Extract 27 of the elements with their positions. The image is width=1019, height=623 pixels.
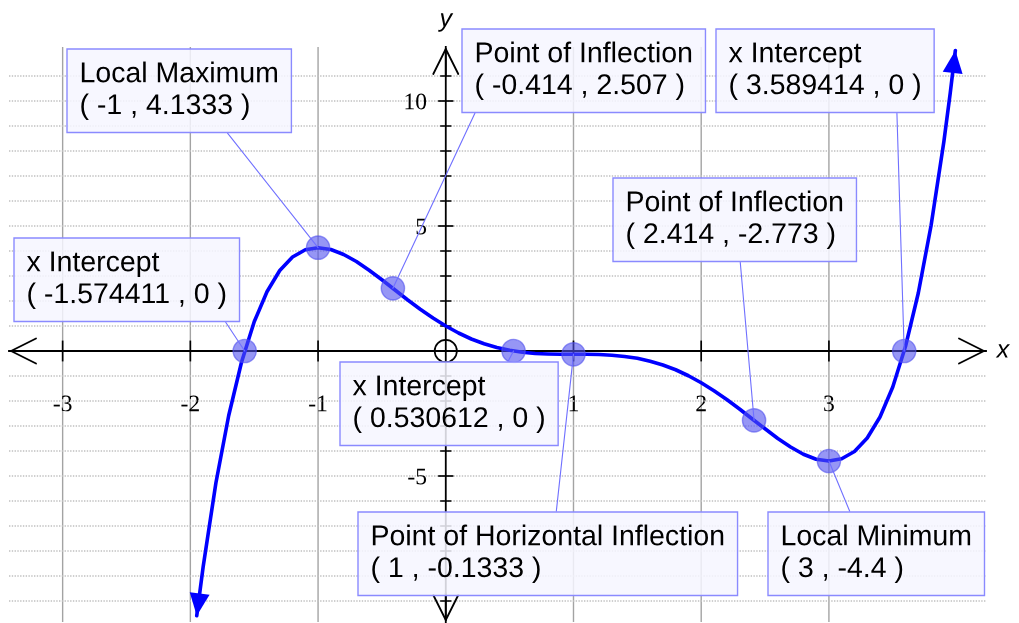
annotation: x Intercept ( 0.530612 , 0 ): [352, 375, 544, 433]
annotation: Point of Horizontal Inflection ( 1 , -0.1333 ): [372, 524, 724, 583]
y-tick-label: 10: [405, 93, 427, 110]
point: [741, 408, 767, 433]
point: [816, 448, 842, 474]
annotation: x Intercept ( 3.589414 , 0 ): [728, 42, 920, 100]
annotation: x Intercept ( -1.574411 , 0 ): [26, 251, 226, 309]
x-tick-label: 2: [696, 395, 706, 412]
x-tick-label: 3: [824, 395, 834, 412]
point: [891, 338, 917, 364]
point: [501, 338, 526, 364]
point: [305, 235, 331, 260]
annotation: Point of Inflection ( -0.414 , 2.507 ): [476, 41, 692, 100]
x-axis-title: x: [995, 344, 1010, 358]
point: [232, 338, 258, 364]
x-tick-label: -1: [309, 395, 327, 412]
x-tick-label: 1: [569, 395, 578, 412]
y-tick-label: -5: [408, 468, 427, 485]
x-tick-label: -2: [181, 395, 199, 412]
annotation: Local Maximum ( -1 , 4.1333 ): [81, 61, 278, 120]
point: [561, 342, 586, 367]
y-tick-label: 5: [416, 218, 427, 235]
annotation: Local Minimum ( 3 , -4.4 ): [782, 524, 971, 583]
x-tick-label: -3: [53, 395, 72, 412]
point: [380, 276, 406, 301]
annotation: Point of Inflection ( 2.414 , -2.773 ): [627, 190, 843, 249]
y-axis-title: y: [438, 13, 454, 32]
